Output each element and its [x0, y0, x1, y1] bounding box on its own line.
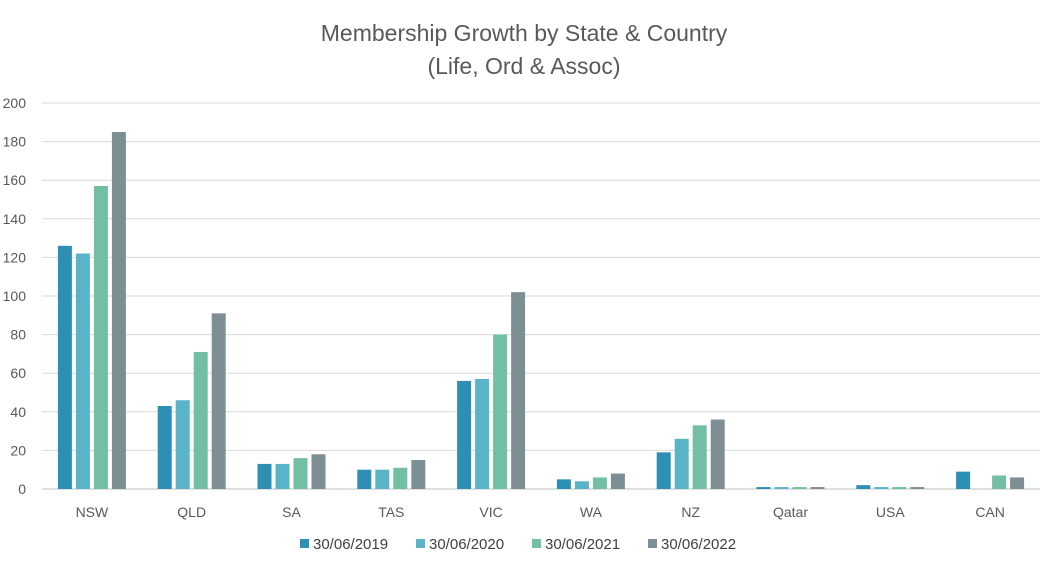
bars [57, 131, 1025, 490]
legend-swatch [532, 539, 541, 548]
x-tick-label: NSW [76, 504, 109, 520]
bar-nz-2 [692, 425, 707, 489]
bar-qatar-0 [756, 487, 771, 489]
legend-swatch [648, 539, 657, 548]
bar-qld-1 [175, 400, 190, 489]
bar-nsw-2 [93, 185, 108, 490]
legend-label: 30/06/2021 [545, 536, 620, 553]
bar-nz-0 [656, 452, 671, 489]
x-tick-label: SA [282, 504, 301, 520]
bar-qatar-1 [774, 487, 789, 489]
x-tick-label: NZ [681, 504, 700, 520]
bar-vic-2 [493, 334, 508, 489]
x-tick-label: WA [580, 504, 603, 520]
bar-qatar-3 [810, 487, 825, 489]
x-tick-label: CAN [975, 504, 1005, 520]
bar-sa-2 [293, 458, 308, 489]
x-tick-label: TAS [378, 504, 404, 520]
y-tick-label: 100 [3, 288, 27, 304]
legend-label: 30/06/2022 [661, 536, 736, 553]
bar-usa-3 [910, 487, 925, 489]
x-tick-label: Qatar [773, 504, 808, 520]
y-tick-label: 120 [3, 249, 27, 265]
legend: 30/06/2019 30/06/2020 30/06/2021 30/06/2022 [300, 536, 736, 553]
bar-sa-1 [275, 463, 290, 489]
bar-wa-3 [610, 473, 625, 489]
bar-usa-2 [892, 487, 907, 489]
bar-vic-3 [511, 292, 526, 489]
bar-sa-3 [311, 454, 326, 489]
y-tick-label: 60 [10, 365, 26, 381]
bar-wa-2 [592, 477, 607, 489]
y-tick-label: 80 [10, 327, 26, 343]
legend-label: 30/06/2020 [429, 536, 504, 553]
bar-can-0 [956, 471, 971, 489]
bar-nsw-1 [75, 253, 90, 489]
bar-usa-0 [856, 485, 871, 489]
y-tick-label: 200 [3, 95, 27, 111]
bar-wa-0 [556, 479, 571, 489]
bar-vic-1 [475, 378, 490, 489]
bar-wa-1 [574, 481, 589, 489]
y-tick-label: 140 [3, 211, 27, 227]
chart-subtitle: (Life, Ord & Assoc) [427, 53, 620, 79]
legend-swatch [416, 539, 425, 548]
bar-nz-1 [674, 438, 689, 489]
bar-tas-1 [375, 469, 390, 489]
bar-tas-3 [411, 460, 426, 489]
bar-nsw-0 [57, 245, 72, 489]
y-tick-label: 160 [3, 172, 27, 188]
y-tick-label: 40 [10, 404, 26, 420]
x-tick-label: USA [876, 504, 905, 520]
y-tick-label: 180 [3, 134, 27, 150]
bar-qld-3 [211, 313, 226, 489]
bar-can-2 [992, 475, 1007, 489]
y-axis-ticks: 0 20 40 60 80 100 120 140 160 180 200 [3, 95, 27, 497]
bar-nsw-3 [111, 131, 126, 489]
bar-nz-3 [710, 419, 725, 489]
bar-qatar-2 [792, 487, 807, 489]
bar-tas-0 [357, 469, 372, 489]
bar-sa-0 [257, 463, 272, 489]
y-tick-label: 20 [10, 442, 26, 458]
x-tick-label: VIC [479, 504, 502, 520]
y-tick-label: 0 [18, 481, 26, 497]
x-tick-label: QLD [177, 504, 206, 520]
bar-usa-1 [874, 487, 889, 489]
legend-swatch [300, 539, 309, 548]
bar-can-3 [1010, 477, 1025, 489]
bar-tas-2 [393, 467, 408, 489]
bar-qld-0 [157, 406, 172, 489]
bar-vic-0 [457, 380, 472, 489]
x-axis-ticks: NSW QLD SA TAS VIC WA NZ Qatar USA CAN [76, 504, 1005, 520]
legend-label: 30/06/2019 [313, 536, 388, 553]
bar-qld-2 [193, 351, 208, 489]
gridlines [42, 102, 1040, 490]
chart-title: Membership Growth by State & Country [321, 20, 728, 46]
